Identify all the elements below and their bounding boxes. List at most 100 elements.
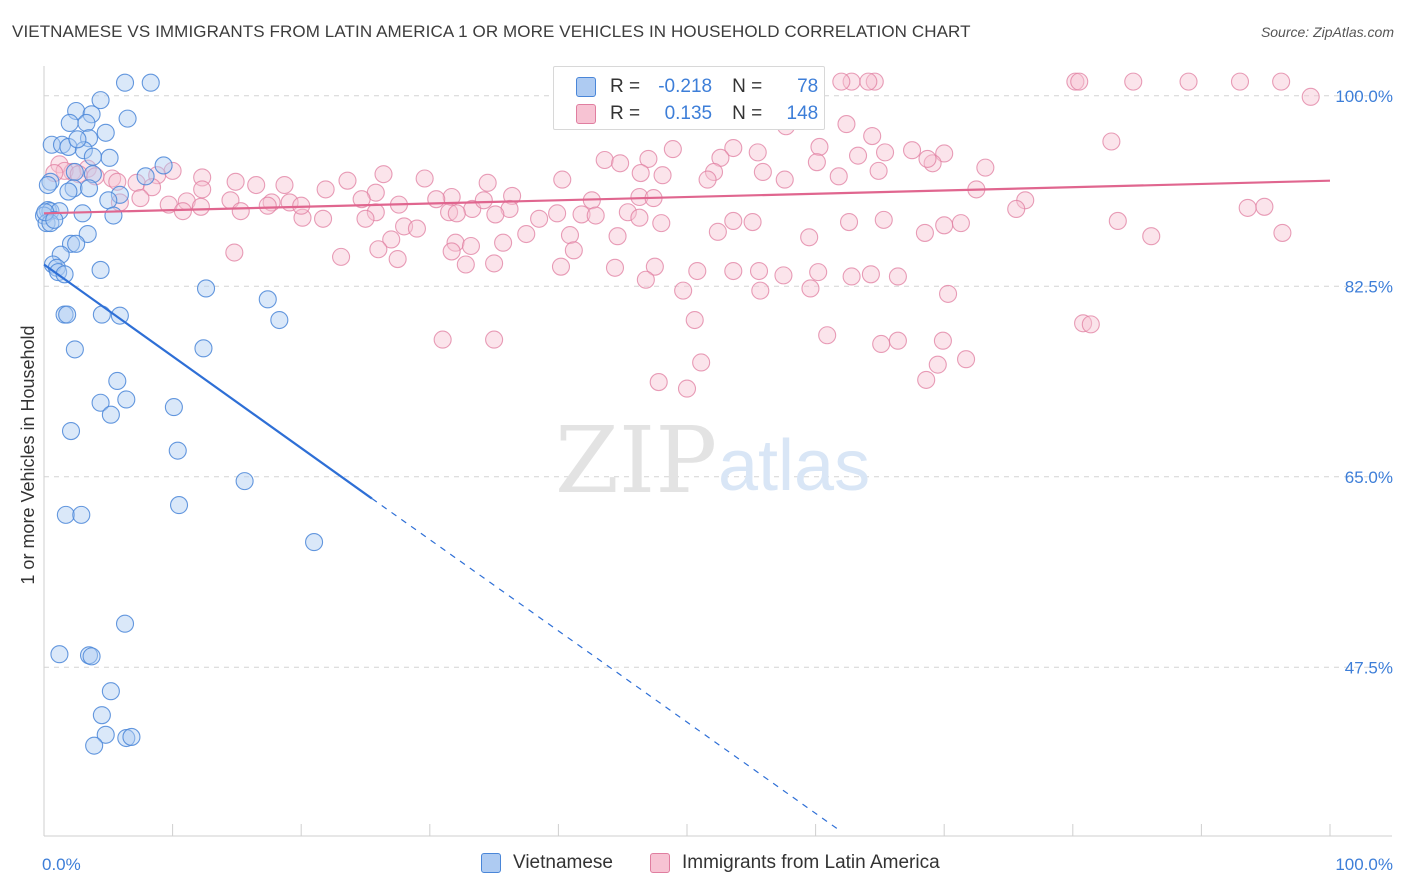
y-tick-label-1: 82.5% bbox=[1345, 277, 1393, 296]
latin-point-10 bbox=[832, 72, 851, 91]
latin-point-104 bbox=[191, 197, 210, 216]
latin-point-86 bbox=[366, 203, 385, 222]
x-tick-label-0: 0.0% bbox=[42, 855, 81, 874]
latin-point-98 bbox=[1007, 199, 1026, 219]
latin-point-35 bbox=[631, 164, 650, 183]
legend-r-label: R = bbox=[610, 76, 641, 97]
latin-point-31 bbox=[611, 154, 630, 173]
latin-point-45 bbox=[338, 171, 357, 190]
vietnamese-point-65 bbox=[50, 645, 69, 664]
vietnamese-point-34 bbox=[78, 224, 97, 244]
latin-point-128 bbox=[494, 233, 513, 252]
latin-point-153 bbox=[1074, 314, 1093, 333]
vietnamese-point-50 bbox=[65, 340, 84, 359]
latin-point-114 bbox=[1108, 211, 1127, 231]
vietnamese-point-23 bbox=[59, 182, 78, 201]
chart-title: VIETNAMESE VS IMMIGRANTS FROM LATIN AMER… bbox=[12, 22, 971, 41]
latin-point-88 bbox=[447, 204, 466, 223]
latin-point-93 bbox=[618, 203, 637, 222]
latin-point-23 bbox=[935, 144, 954, 163]
latin-point-30 bbox=[595, 150, 614, 170]
legend-item-latin: Immigrants from Latin America bbox=[650, 852, 940, 874]
latin-point-92 bbox=[314, 209, 333, 228]
latin-point-4 bbox=[1070, 72, 1089, 91]
latin-point-8 bbox=[1124, 72, 1143, 91]
latin-point-109 bbox=[530, 209, 549, 228]
latin-point-28 bbox=[918, 149, 937, 168]
latin-point-106 bbox=[356, 209, 375, 228]
x-tick-label-1: 100.0% bbox=[1335, 855, 1393, 874]
latin-point-67 bbox=[442, 187, 461, 207]
latin-point-158 bbox=[685, 310, 704, 330]
latin-point-94 bbox=[743, 212, 762, 232]
vietnamese-point-72 bbox=[122, 727, 141, 746]
vietnamese-point-15 bbox=[154, 156, 173, 175]
latin-point-115 bbox=[1238, 198, 1257, 217]
latin-point-18 bbox=[724, 138, 743, 158]
vietnamese-point-59 bbox=[235, 472, 254, 491]
latin-point-103 bbox=[173, 202, 192, 221]
y-tick-label-2: 65.0% bbox=[1345, 468, 1393, 487]
latin-point-63 bbox=[193, 180, 212, 199]
latin-point-41 bbox=[775, 170, 794, 189]
vietnamese-point-22 bbox=[79, 179, 99, 198]
latin-point-89 bbox=[486, 205, 505, 224]
watermark-atlas: atlas bbox=[718, 426, 870, 506]
y-axis-label: 1 or more Vehicles in Household bbox=[18, 325, 38, 584]
vietnamese-point-7 bbox=[77, 113, 96, 133]
trend-lines bbox=[43, 179, 1331, 833]
latin-point-39 bbox=[553, 170, 572, 189]
latin-point-125 bbox=[382, 230, 401, 249]
legend-n-label: N = bbox=[732, 103, 763, 124]
latin-point-13 bbox=[837, 115, 856, 134]
legend-row-vietnamese: R = -0.218 N = 78 bbox=[576, 75, 818, 99]
latin-point-150 bbox=[939, 284, 958, 303]
vietnamese-point-63 bbox=[305, 533, 324, 552]
latin-point-3 bbox=[1066, 72, 1085, 91]
legend-swatch-latin bbox=[650, 853, 670, 873]
latin-point-130 bbox=[225, 243, 244, 262]
latin-point-34 bbox=[704, 162, 724, 182]
latin-point-165 bbox=[692, 353, 711, 372]
watermark-zip: ZIP bbox=[555, 407, 717, 514]
latin-point-167 bbox=[917, 370, 936, 389]
vietnamese-point-52 bbox=[108, 371, 127, 391]
legend-row-latin: R = 0.135 N = 148 bbox=[576, 102, 818, 126]
latin-point-161 bbox=[1081, 315, 1100, 334]
latin-point-17 bbox=[810, 137, 829, 156]
latin-point-132 bbox=[442, 242, 461, 261]
latin-point-140 bbox=[688, 261, 707, 281]
legend-r-label: R = bbox=[610, 103, 641, 124]
vietnamese-point-54 bbox=[91, 393, 110, 412]
vietnamese-point-36 bbox=[67, 234, 86, 253]
vietnamese-point-48 bbox=[110, 306, 129, 325]
latin-point-32 bbox=[976, 158, 995, 177]
latin-point-11 bbox=[859, 72, 878, 91]
latin-point-144 bbox=[809, 263, 828, 282]
latin-point-82 bbox=[474, 191, 493, 210]
vietnamese-point-55 bbox=[164, 398, 183, 417]
series-legend: Vietnamese Immigrants from Latin America bbox=[0, 852, 1406, 878]
legend-swatch-vietnamese bbox=[481, 853, 501, 873]
latin-point-100 bbox=[572, 205, 591, 224]
vietnamese-point-62 bbox=[72, 505, 91, 524]
vietnamese-point-70 bbox=[96, 725, 115, 744]
latin-point-6 bbox=[1272, 72, 1291, 91]
vietnamese-point-5 bbox=[118, 109, 137, 128]
latin-point-64 bbox=[316, 180, 335, 199]
vietnamese-point-43 bbox=[196, 279, 216, 298]
latin-point-61 bbox=[275, 175, 294, 195]
vietnamese-point-67 bbox=[82, 647, 101, 666]
latin-point-95 bbox=[839, 212, 859, 232]
latin-point-38 bbox=[653, 166, 672, 185]
trend-line-latin bbox=[43, 179, 1331, 215]
vietnamese-point-53 bbox=[117, 390, 136, 409]
latin-point-110 bbox=[586, 206, 605, 225]
vietnamese-point-46 bbox=[58, 305, 77, 324]
vietnamese-point-0 bbox=[115, 73, 135, 92]
latin-point-143 bbox=[774, 266, 793, 285]
latin-point-78 bbox=[427, 190, 446, 209]
latin-point-146 bbox=[861, 265, 880, 284]
latin-point-117 bbox=[517, 224, 536, 244]
